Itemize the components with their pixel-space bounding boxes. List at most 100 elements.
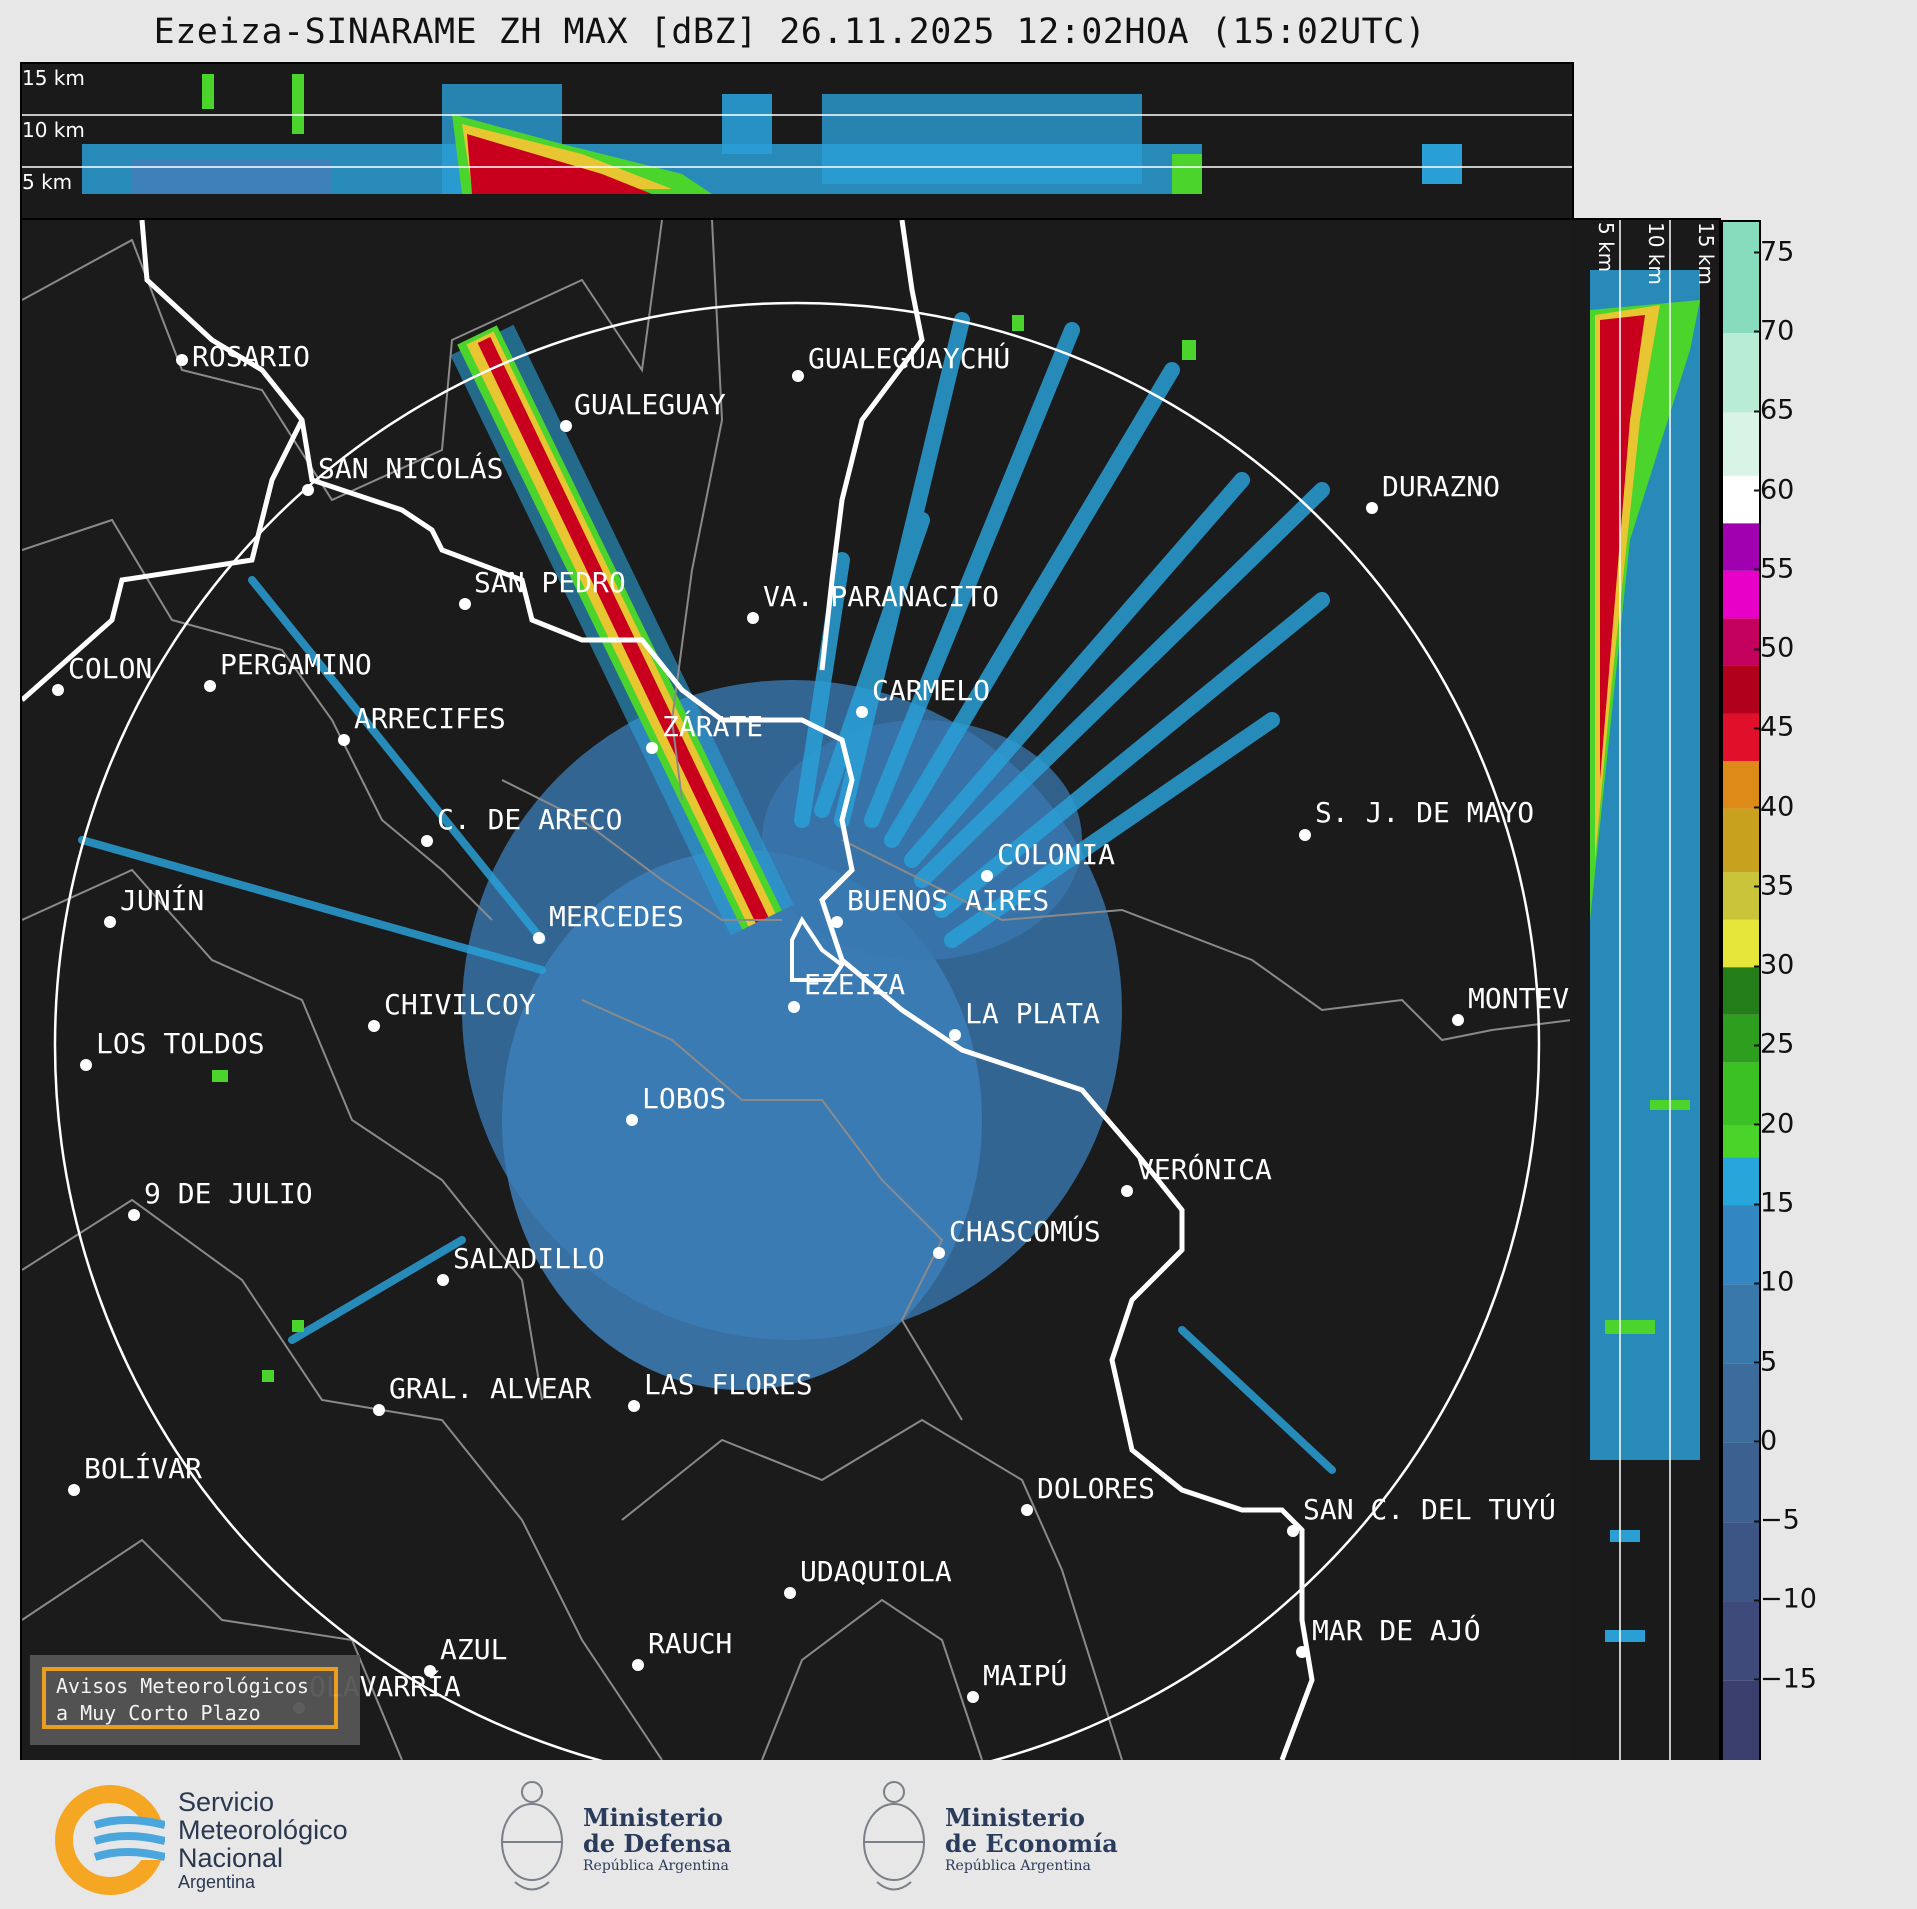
- colorbar-tick-label: 15: [1753, 1187, 1795, 1219]
- city-label: GUALEGUAYCHÚ: [808, 342, 1011, 375]
- side-km-label-5: 5 km: [1594, 222, 1618, 273]
- city-label: S. J. DE MAYO: [1315, 796, 1535, 829]
- city-label: ARRECIFES: [354, 702, 506, 735]
- city-label: BOLÍVAR: [84, 1452, 203, 1485]
- avisos-box[interactable]: Avisos Meteorológicos a Muy Corto Plazo: [42, 1667, 338, 1729]
- avisos-badge[interactable]: Avisos Meteorológicos a Muy Corto Plazo: [30, 1655, 360, 1745]
- city-label: ZÁRATE: [662, 710, 764, 743]
- city-label: GUALEGUAY: [574, 388, 726, 421]
- city-label: COLONIA: [997, 838, 1116, 871]
- colorbar-tick-label: 50: [1753, 632, 1795, 664]
- colorbar-band: [1723, 665, 1759, 714]
- city-label: EZEIZA: [804, 968, 906, 1001]
- city-label: MERCEDES: [549, 900, 684, 933]
- smn-line-4: Argentina: [178, 1872, 256, 1892]
- city-label: LOBOS: [642, 1082, 727, 1115]
- city-label: CARMELO: [872, 674, 991, 707]
- city-label: C. DE ARECO: [437, 803, 623, 836]
- city-markers: [52, 354, 1464, 1714]
- colorbar-tick-label: 35: [1753, 870, 1795, 902]
- colorbar-gradient: [1723, 222, 1759, 1760]
- top-km-label-10: 10 km: [22, 118, 85, 142]
- top-km-label-5: 5 km: [22, 170, 73, 194]
- smn-line-3: Nacional: [178, 1843, 284, 1873]
- city-label: MONTEV: [1468, 982, 1570, 1015]
- colorbar-band: [1723, 1157, 1759, 1206]
- colorbar-band: [1723, 1363, 1759, 1443]
- city-label: SAN C. DEL TUYÚ: [1303, 1493, 1556, 1526]
- colorbar-tick-label: 55: [1753, 553, 1795, 585]
- radar-map-panel: ROSARIO GUALEGUAYCHÚ GUALEGUAY SAN NICOLÁS D…: [20, 218, 1574, 1762]
- defensa-line-2: de Defensa: [583, 1829, 732, 1858]
- top-km-label-15: 15 km: [22, 66, 85, 90]
- colorbar-band: [1723, 475, 1759, 524]
- colorbar-band: [1723, 1522, 1759, 1602]
- defensa-logo-text: Ministerio de Defensa República Argentin…: [583, 1805, 732, 1875]
- city-label: LOS TOLDOS: [96, 1027, 265, 1060]
- city-label: UDAQUIOLA: [800, 1555, 952, 1588]
- side-km-label-10: 10 km: [1644, 222, 1668, 285]
- smn-line-1: Servicio: [178, 1787, 275, 1817]
- footer-logos: Servicio Meteorológico Nacional Argentin…: [0, 1760, 1917, 1909]
- city-label: VA. PARANACITO: [763, 580, 1000, 613]
- colorbar-band: [1723, 1442, 1759, 1523]
- city-label: AZUL: [440, 1633, 508, 1666]
- economia-line-2: de Economía: [945, 1829, 1118, 1858]
- defensa-line-1: Ministerio: [583, 1803, 723, 1832]
- city-label: CHIVILCOY: [384, 988, 536, 1021]
- colorbar-band: [1723, 1680, 1759, 1760]
- city-label: PERGAMINO: [220, 648, 372, 681]
- colorbar-tick-label: 5: [1753, 1346, 1778, 1378]
- avisos-line-1: Avisos Meteorológicos: [56, 1674, 309, 1698]
- economia-coat-of-arms-icon: [857, 1772, 931, 1900]
- colorbar-tick-label: 10: [1753, 1266, 1795, 1298]
- economia-line-3: República Argentina: [945, 1858, 1091, 1874]
- economia-logo-text: Ministerio de Economía República Argenti…: [945, 1805, 1118, 1875]
- city-label: SAN PEDRO: [474, 566, 626, 599]
- city-label: RAUCH: [648, 1627, 733, 1660]
- radar-map: [22, 220, 1572, 1760]
- colorbar-tick-label: −5: [1754, 1504, 1800, 1536]
- city-label: SAN NICOLÁS: [318, 452, 504, 485]
- city-label: SALADILLO: [453, 1242, 605, 1275]
- city-label: VERÓNICA: [1137, 1153, 1272, 1186]
- city-label: BUENOS AIRES: [847, 884, 1050, 917]
- colorbar-band: [1723, 713, 1759, 762]
- smn-logo-text: Servicio Meteorológico Nacional Argentin…: [178, 1788, 348, 1892]
- colorbar-tick-label: 45: [1753, 711, 1795, 743]
- chart-title: Ezeiza-SINARAME ZH MAX [dBZ] 26.11.2025 …: [153, 12, 1427, 52]
- colorbar-tick-label: 75: [1753, 236, 1795, 268]
- reflectivity-echoes: [78, 312, 1336, 1474]
- smn-logo-icon: [55, 1785, 170, 1895]
- top-cross-section-plot: [22, 74, 1572, 194]
- colorbar-band: [1723, 1601, 1759, 1681]
- colorbar-tick-label: 25: [1753, 1028, 1795, 1060]
- side-km-label-15: 15 km: [1694, 222, 1718, 285]
- colorbar-band: [1723, 1284, 1759, 1364]
- colorbar-band: [1723, 222, 1759, 333]
- economia-line-1: Ministerio: [945, 1803, 1085, 1832]
- city-label: DURAZNO: [1382, 470, 1501, 503]
- colorbar-tick-label: 60: [1753, 474, 1795, 506]
- colorbar-tick-label: 0: [1753, 1425, 1778, 1457]
- defensa-coat-of-arms-icon: [495, 1772, 569, 1900]
- colorbar-band: [1723, 808, 1759, 873]
- colorbar-tick-label: −10: [1754, 1583, 1817, 1615]
- avisos-line-2: a Muy Corto Plazo: [56, 1701, 261, 1725]
- colorbar-tick-label: 30: [1753, 949, 1795, 981]
- colorbar-band: [1723, 1062, 1759, 1126]
- colorbar-band: [1723, 967, 1759, 1015]
- city-label: 9 DE JULIO: [144, 1177, 313, 1210]
- city-label: MAR DE AJÓ: [1312, 1614, 1481, 1647]
- colorbar-band: [1723, 1014, 1759, 1063]
- coastline: [22, 220, 1315, 1760]
- colorbar-band: [1723, 761, 1759, 809]
- city-label: CHASCOMÚS: [949, 1215, 1101, 1248]
- colorbar-tick-label: 40: [1753, 791, 1795, 823]
- smn-line-2: Meteorológico: [178, 1815, 348, 1845]
- colorbar-tick-label: 70: [1753, 315, 1795, 347]
- city-label: LA PLATA: [965, 997, 1100, 1030]
- side-cross-section-panel: 5 km 10 km 15 km: [1570, 218, 1721, 1762]
- colorbar-tick-label: 20: [1753, 1108, 1795, 1140]
- city-label: ROSARIO: [192, 340, 311, 373]
